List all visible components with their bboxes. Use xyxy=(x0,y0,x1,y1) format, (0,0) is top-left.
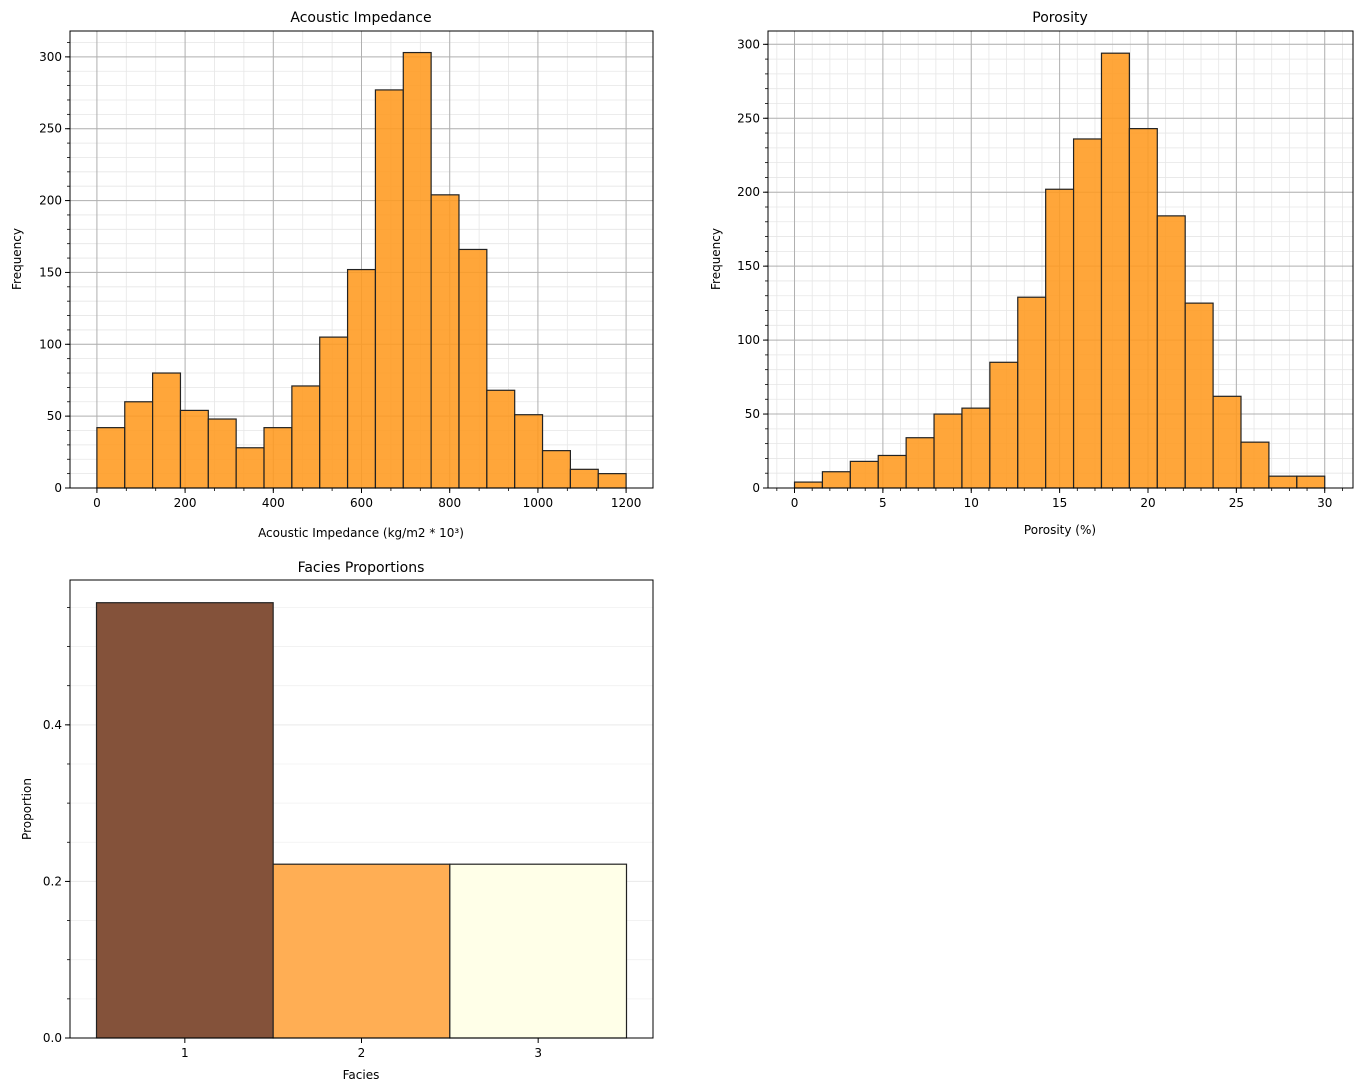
x-axis-label: Acoustic Impedance (kg/m2 * 10³) xyxy=(258,526,464,540)
histogram-bar xyxy=(961,407,991,489)
y-tick-label: 50 xyxy=(47,409,62,423)
histogram-bar xyxy=(821,471,851,489)
histogram-bar xyxy=(319,336,349,489)
x-tick-label: 30 xyxy=(1317,496,1332,510)
x-tick-label: 1200 xyxy=(611,496,642,510)
x-tick-label: 5 xyxy=(879,496,887,510)
y-tick-label: 0 xyxy=(752,481,760,495)
y-axis-label: Proportion xyxy=(20,778,34,840)
x-tick-label: 2 xyxy=(358,1046,366,1060)
histogram-bar xyxy=(905,437,935,489)
histogram-bar xyxy=(597,473,627,489)
histogram-bar xyxy=(793,481,824,489)
y-tick-label: 0 xyxy=(54,481,62,495)
facies-bar-3 xyxy=(449,863,628,1039)
histogram-bar xyxy=(1072,138,1103,489)
porosity-histogram: Porosity Frequency Porosity (%) 0 5 10 15 20… xyxy=(709,10,1354,537)
x-tick-label: 0 xyxy=(791,496,799,510)
x-tick-label: 15 xyxy=(1052,496,1067,510)
histogram-bar xyxy=(1296,475,1326,489)
facies-bar-2 xyxy=(272,863,451,1039)
y-tick-label: 0.2 xyxy=(43,874,62,888)
histogram-bar xyxy=(179,409,209,489)
histogram-bar xyxy=(1045,188,1075,489)
chart-title: Porosity xyxy=(1032,10,1087,26)
histogram-bar xyxy=(1156,215,1186,489)
x-axis-label: Porosity (%) xyxy=(1024,523,1096,537)
histogram-bar xyxy=(430,194,460,489)
y-tick-label: 250 xyxy=(737,111,760,125)
y-tick-label: 0.0 xyxy=(43,1031,62,1045)
histogram-bar xyxy=(1017,296,1047,489)
histogram-bar xyxy=(933,413,963,489)
histogram-bar xyxy=(152,372,182,489)
facies-bar-1 xyxy=(95,602,274,1039)
histogram-bar xyxy=(263,427,293,489)
chart-title: Acoustic Impedance xyxy=(290,10,431,26)
histogram-bar xyxy=(235,447,265,489)
y-tick-label: 200 xyxy=(39,194,62,208)
histogram-bar xyxy=(124,401,154,489)
histogram-bar xyxy=(458,248,488,489)
chart-title: Facies Proportions xyxy=(298,560,425,576)
histogram-bar xyxy=(1184,302,1214,489)
histogram-bar xyxy=(96,427,126,489)
y-tick-label: 200 xyxy=(737,185,760,199)
histogram-bar xyxy=(1268,475,1298,489)
x-tick-label: 600 xyxy=(350,496,373,510)
histogram-bar xyxy=(207,418,237,489)
y-tick-label: 300 xyxy=(737,37,760,51)
histogram-bar xyxy=(877,454,907,489)
histogram-bar xyxy=(402,51,432,489)
histogram-bar xyxy=(346,268,377,489)
x-tick-label: 1000 xyxy=(523,496,554,510)
x-tick-label: 3 xyxy=(534,1046,542,1060)
histogram-bar xyxy=(514,414,544,489)
axes-frame xyxy=(69,30,654,489)
x-tick-label: 800 xyxy=(438,496,461,510)
x-tick-label: 25 xyxy=(1229,496,1244,510)
y-tick-label: 300 xyxy=(39,50,62,64)
x-tick-label: 200 xyxy=(174,496,197,510)
y-tick-label: 100 xyxy=(39,337,62,351)
facies-proportions-bar-chart: Facies Proportions Proportion Facies 0.0… xyxy=(20,560,654,1082)
x-tick-label: 0 xyxy=(93,496,101,510)
y-tick-label: 50 xyxy=(745,407,760,421)
y-tick-label: 250 xyxy=(39,122,62,136)
axes-frame xyxy=(767,30,1354,489)
acoustic-impedance-histogram: Acoustic Impedance Frequency Acoustic Im… xyxy=(10,10,654,540)
y-tick-label: 100 xyxy=(737,333,760,347)
histogram-bar xyxy=(1100,52,1130,489)
histogram-bar xyxy=(541,450,571,489)
histogram-bar xyxy=(989,361,1019,489)
y-tick-label: 0.4 xyxy=(43,718,62,732)
x-tick-label: 10 xyxy=(964,496,979,510)
x-tick-label: 400 xyxy=(262,496,285,510)
histogram-bar xyxy=(569,468,599,489)
x-tick-label: 20 xyxy=(1140,496,1155,510)
y-axis-label: Frequency xyxy=(10,228,24,290)
histogram-bar xyxy=(374,89,404,489)
histogram-bar xyxy=(291,385,321,489)
histogram-bar xyxy=(1212,395,1242,489)
histogram-bar xyxy=(486,389,516,489)
axes-frame xyxy=(69,579,654,1039)
x-tick-label: 1 xyxy=(181,1046,189,1060)
histogram-bar xyxy=(1128,128,1158,489)
y-tick-label: 150 xyxy=(39,265,62,279)
y-axis-label: Frequency xyxy=(709,228,723,290)
y-tick-label: 150 xyxy=(737,259,760,273)
x-axis-label: Facies xyxy=(343,1068,380,1082)
histogram-bar xyxy=(1240,441,1270,489)
histogram-bar xyxy=(849,460,879,489)
